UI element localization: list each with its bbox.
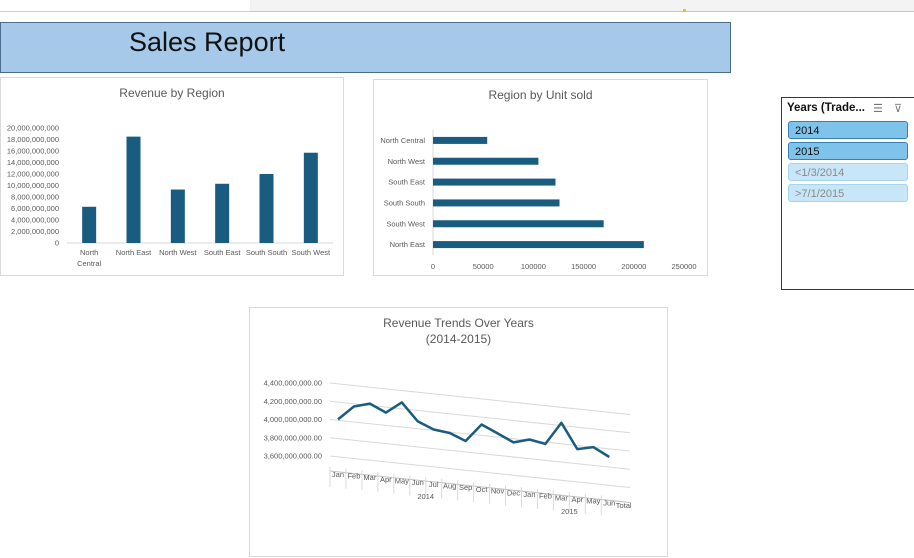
slicer-item-2014[interactable]: 2014 [788,121,908,139]
bar [433,178,556,186]
group-label: 2015 [561,507,578,516]
bar [433,157,539,165]
y-tick-label: South East [388,178,426,187]
report-banner: Sales Report [0,22,731,73]
bar [433,136,488,144]
years-slicer[interactable]: Years (Trade... ☰ ⊽ 2014 2015 <1/3/2014 … [781,97,914,290]
y-tick-label: 8,000,000,000 [11,193,59,202]
y-tick-label: 4,000,000,000 [11,216,59,225]
x-tick-label: 0 [431,262,435,271]
y-tick-label: South South [384,198,425,207]
x-tick-label: Jan [523,490,535,499]
x-tick-label-total: Total [616,501,632,510]
x-tick-label: Dec [507,488,521,497]
revenue-by-region-chart[interactable]: Revenue by Region 0 2,000,000,000 4,000,00… [0,77,344,276]
x-tick-label: 50000 [473,262,494,271]
y-tick-label: 10,000,000,000 [7,181,59,190]
x-tick-label: Nov [491,487,505,496]
x-tick-label: Feb [347,472,360,481]
y-tick-label: 16,000,000,000 [7,147,59,156]
y-tick-label: South West [386,219,426,228]
x-tick-label: 150000 [571,262,596,271]
y-tick-label: 4,200,000,000.00 [264,397,322,406]
bar [259,174,274,243]
bar [433,241,644,249]
revenue-trends-chart[interactable]: Revenue Trends Over Years (2014-2015) 3,… [249,307,668,557]
y-tick-label: 2,000,000,000 [11,227,59,236]
x-tick-label: 200000 [621,262,646,271]
chart-title: Revenue Trends Over Years [383,316,534,330]
x-tick-label: Jun [412,478,424,487]
x-tick-label: Jul [429,480,439,489]
slicer-title: Years (Trade... [787,102,865,114]
x-tick-label: 100000 [521,262,546,271]
formula-bar[interactable] [250,0,914,12]
x-axis-line [329,470,631,503]
y-tick-label: 18,000,000,000 [7,135,59,144]
bar [433,199,560,207]
x-tick-label: Sep [459,483,472,492]
chart-title: Revenue by Region [119,86,225,100]
y-tick-label: 4,000,000,000.00 [264,415,322,424]
x-tick-label: Oct [476,485,489,494]
bar [170,189,185,243]
report-title: Sales Report [129,27,286,57]
x-tick-label: Mar [363,473,376,482]
x-tick-label: Aug [443,482,456,491]
x-tick-label: Mar [555,493,568,502]
x-tick-label: Jun [603,498,615,507]
x-tick-label: May [586,497,600,506]
chart-subtitle: (2014-2015) [425,332,492,346]
bar [433,220,604,228]
y-tick-label: 6,000,000,000 [11,204,59,213]
chart-title: Region by Unit sold [488,88,593,102]
x-tick-label: Feb [539,492,552,501]
x-tick-label: North West [159,248,197,257]
y-tick-label: 14,000,000,000 [7,158,59,167]
y-tick-label: North West [388,157,426,166]
y-tick-label: 20,000,000,000 [7,124,59,133]
series-line [337,401,610,459]
x-tick-label: North East [116,248,152,257]
selection-handle [683,9,686,12]
bar [215,183,230,243]
y-tick-label: North Central [380,136,425,145]
bar [126,136,141,243]
x-tick-label: Apr [380,475,392,484]
gridline [329,455,631,488]
gridline [329,437,631,470]
x-tick-label: Apr [572,495,584,504]
y-tick-label: North East [390,240,426,249]
y-tick-label: 3,800,000,000.00 [264,433,322,442]
gridline [329,382,631,415]
x-tick-label: May [395,477,409,486]
bar [82,206,97,243]
region-by-unit-sold-plot: 0 50000 100000 150000 200000 250000 North Cent… [380,130,697,271]
y-tick-label: 4,400,000,000.00 [264,379,322,388]
x-tick-label: South South [246,248,287,257]
bar [303,152,318,243]
gridline [329,419,631,452]
slicer-item-after-2015[interactable]: >7/1/2015 [788,184,908,202]
revenue-by-region-plot: 0 2,000,000,000 4,000,000,000 6,000,000,000… [7,124,333,268]
gridline [329,400,631,434]
x-tick-label: South East [204,248,242,257]
revenue-trends-plot: 3,600,000,000.00 3,800,000,000.00 4,000,00… [264,379,632,517]
formula-area-left [0,0,250,12]
y-tick-label: 0 [55,239,59,248]
x-tick-label: Jan [332,470,344,479]
clear-filter-icon[interactable]: ⊽ [894,103,903,115]
x-tick-label: Central [77,259,102,268]
slicer-item-2015[interactable]: 2015 [788,142,908,160]
group-label: 2014 [417,492,434,501]
slicer-item-before-2014[interactable]: <1/3/2014 [788,163,908,181]
x-tick-label: South West [292,248,332,257]
multi-select-icon[interactable]: ☰ [873,103,883,115]
x-tick-label: 250000 [671,262,696,271]
y-tick-label: 12,000,000,000 [7,170,59,179]
region-by-unit-sold-chart[interactable]: Region by Unit sold 0 50000 100000 150000 20… [373,79,708,276]
x-tick-label: North [80,248,98,257]
y-tick-label: 3,600,000,000.00 [264,452,322,461]
